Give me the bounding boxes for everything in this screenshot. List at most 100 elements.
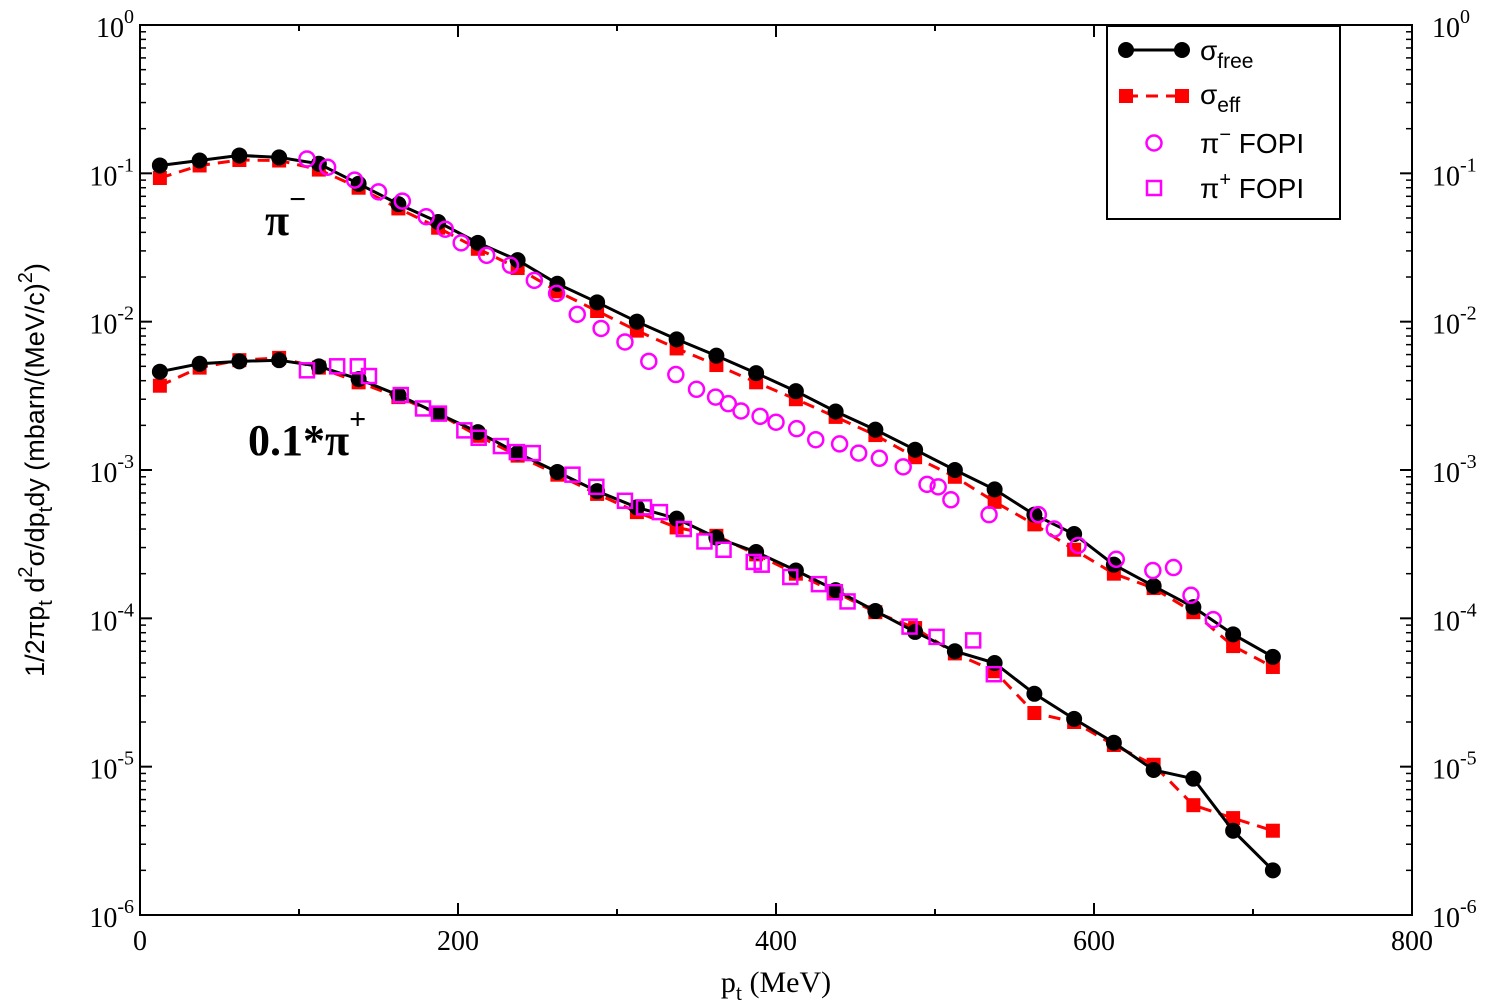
data-point bbox=[298, 362, 316, 379]
series-layer bbox=[151, 147, 1281, 879]
data-point bbox=[696, 533, 713, 550]
data-point bbox=[616, 492, 634, 510]
data-point bbox=[1026, 685, 1043, 702]
x-axis-label: pt (MeV) bbox=[721, 966, 831, 1005]
data-point bbox=[732, 402, 750, 420]
data-point bbox=[470, 429, 487, 446]
y-tick-label-right: 10-3 bbox=[1432, 451, 1477, 489]
data-point bbox=[477, 246, 496, 265]
data-point bbox=[191, 152, 208, 169]
data-point bbox=[964, 632, 982, 649]
series-free_pim bbox=[151, 147, 1281, 665]
data-point bbox=[369, 183, 388, 201]
data-point bbox=[628, 313, 645, 330]
data-point bbox=[393, 192, 412, 210]
data-point bbox=[901, 618, 918, 635]
data-point bbox=[549, 463, 566, 480]
data-point bbox=[667, 365, 685, 384]
data-point bbox=[350, 175, 367, 192]
data-point bbox=[1145, 578, 1162, 595]
x-tick-label: 800 bbox=[1391, 926, 1433, 957]
data-point bbox=[524, 444, 541, 462]
data-point bbox=[782, 568, 799, 586]
data-point bbox=[830, 435, 849, 453]
data-point bbox=[985, 665, 1003, 683]
data-point bbox=[1226, 639, 1241, 654]
legend-item-pim-fopi: π− FOPI bbox=[1145, 124, 1304, 159]
data-point bbox=[1204, 610, 1222, 629]
data-point bbox=[231, 353, 248, 370]
data-point bbox=[751, 407, 769, 426]
data-point bbox=[708, 347, 725, 364]
data-point bbox=[1069, 536, 1087, 555]
data-point bbox=[918, 475, 936, 494]
data-point bbox=[430, 405, 447, 422]
data-point bbox=[1105, 734, 1122, 751]
legend-item-eff: σeff bbox=[1119, 79, 1240, 117]
y-tick-label-left: 10-6 bbox=[89, 896, 134, 934]
data-point bbox=[1045, 520, 1063, 538]
data-point bbox=[1027, 706, 1042, 721]
data-point bbox=[1144, 561, 1162, 580]
legend-marker-free-1 bbox=[1118, 42, 1134, 58]
data-point bbox=[508, 443, 526, 461]
legend-label-free: σfree bbox=[1200, 35, 1253, 73]
data-point bbox=[452, 234, 470, 252]
data-point bbox=[867, 421, 884, 438]
data-point bbox=[564, 466, 581, 483]
data-point bbox=[675, 520, 693, 538]
y-tick-label-left: 10-1 bbox=[89, 154, 134, 192]
data-point bbox=[349, 358, 367, 375]
data-point bbox=[469, 424, 486, 441]
data-point bbox=[318, 158, 337, 176]
data-point bbox=[589, 294, 606, 311]
data-point bbox=[651, 503, 669, 521]
data-point bbox=[1066, 710, 1083, 727]
x-tick-label: 600 bbox=[1073, 926, 1115, 957]
data-point bbox=[719, 394, 738, 413]
annotation-pi-minus: π− bbox=[265, 183, 306, 245]
y-tick-label-left: 10-4 bbox=[89, 599, 134, 637]
y-tick-label-right: 10-2 bbox=[1432, 303, 1477, 341]
legend-label-pim-fopi: π− FOPI bbox=[1200, 124, 1304, 159]
legend-marker-eff-1 bbox=[1119, 89, 1133, 103]
data-point bbox=[152, 171, 167, 186]
y-tick-label-left: 10-2 bbox=[89, 303, 134, 341]
data-point bbox=[152, 378, 167, 393]
data-point bbox=[753, 556, 770, 573]
data-point bbox=[942, 491, 960, 509]
data-point bbox=[1145, 761, 1162, 778]
data-point bbox=[635, 499, 653, 516]
series-fopi_pip bbox=[298, 358, 1003, 683]
data-point bbox=[271, 149, 288, 166]
data-point bbox=[392, 386, 410, 404]
legend-marker-pim-fopi bbox=[1145, 134, 1163, 152]
data-point bbox=[151, 157, 168, 174]
data-point bbox=[1225, 822, 1242, 839]
data-point bbox=[826, 583, 844, 601]
data-point bbox=[469, 234, 486, 251]
data-point bbox=[390, 196, 407, 213]
data-point bbox=[715, 541, 732, 558]
data-point bbox=[501, 256, 520, 275]
data-point bbox=[271, 352, 288, 369]
data-point bbox=[1225, 626, 1242, 643]
data-point bbox=[1067, 542, 1082, 557]
legend-label-eff: σeff bbox=[1200, 79, 1240, 117]
data-point bbox=[588, 478, 605, 496]
y-axis-label: 1/2πpt d2σ/dptdy (mbarn/(MeV/c)2) bbox=[15, 263, 57, 677]
data-point bbox=[589, 483, 606, 500]
data-point bbox=[436, 220, 455, 238]
data-point bbox=[946, 643, 963, 660]
data-point bbox=[1265, 823, 1280, 838]
data-point bbox=[894, 458, 912, 476]
data-point bbox=[987, 494, 1002, 509]
data-point bbox=[430, 405, 448, 422]
y-tick-label-left: 10-3 bbox=[89, 451, 134, 489]
data-point bbox=[1186, 798, 1201, 813]
legend-marker-eff-2 bbox=[1175, 89, 1189, 103]
data-point bbox=[839, 593, 856, 610]
y-tick-label-left: 100 bbox=[96, 6, 134, 44]
legend-item-pip-fopi: π+ FOPI bbox=[1145, 169, 1304, 204]
